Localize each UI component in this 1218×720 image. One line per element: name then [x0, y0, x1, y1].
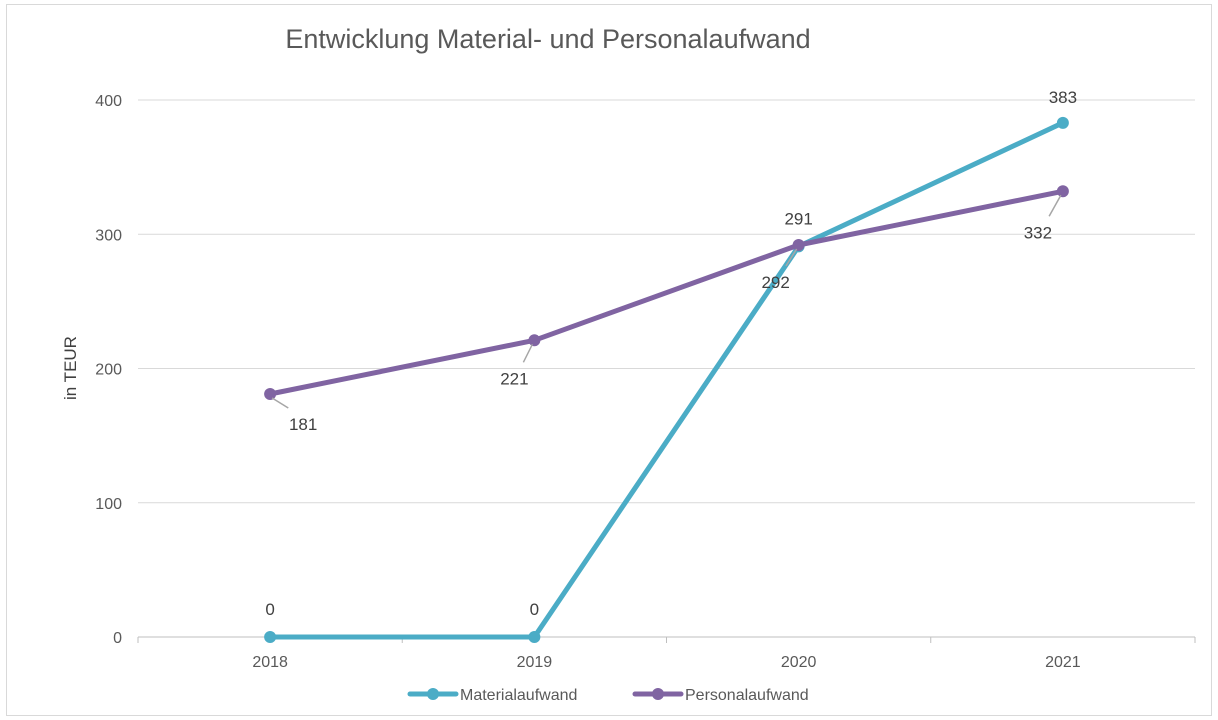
x-tick-label: 2018: [252, 654, 288, 671]
y-axis-title: in TEUR: [61, 336, 80, 400]
legend-label-2: Personalaufwand: [685, 687, 809, 704]
data-point: [264, 388, 277, 401]
data-label: 181: [289, 415, 317, 434]
data-label-leader: [522, 343, 534, 363]
legend: Materialaufwand Personalaufwand: [407, 687, 809, 704]
data-point: [1056, 185, 1069, 198]
data-point: [264, 631, 277, 643]
legend-marker-1: [427, 688, 439, 700]
data-label: 0: [265, 600, 274, 619]
y-tick-label: 400: [95, 93, 122, 110]
y-tick-label: 100: [95, 496, 122, 513]
legend-label-1: Materialaufwand: [460, 687, 577, 704]
data-label-leader: [271, 397, 289, 409]
data-label: 332: [1024, 223, 1052, 242]
axes: 0 100 200 300 400 2018 2019 2020 2021: [95, 93, 1196, 671]
series-line-1: [267, 120, 1066, 640]
y-tick-label: 0: [113, 630, 122, 647]
legend-marker-2: [652, 688, 664, 700]
data-label-leader: [1048, 194, 1062, 217]
chart-title: Entwicklung Material- und Personalaufwan…: [285, 24, 810, 54]
data-label: 221: [500, 369, 528, 388]
x-tick-label: 2021: [1045, 654, 1081, 671]
data-label: 383: [1049, 88, 1077, 107]
series-line-2: [267, 188, 1066, 397]
x-tick-label: 2019: [517, 654, 553, 671]
series-lines: [264, 116, 1069, 643]
chart-frame: [6, 4, 1212, 716]
data-labels: 0 0 291 383 181 221 292 332: [265, 88, 1077, 619]
data-label-leader: [785, 248, 798, 267]
data-label: 0: [530, 600, 539, 619]
data-point: [528, 334, 541, 347]
y-tick-label: 300: [95, 227, 122, 244]
data-point: [1056, 116, 1069, 129]
data-label: 292: [761, 273, 789, 292]
data-label: 291: [784, 209, 812, 228]
data-point: [528, 631, 541, 643]
data-point: [792, 238, 805, 251]
x-tick-label: 2020: [781, 654, 817, 671]
grid-lines: [138, 99, 1195, 504]
y-tick-label: 200: [95, 362, 122, 379]
